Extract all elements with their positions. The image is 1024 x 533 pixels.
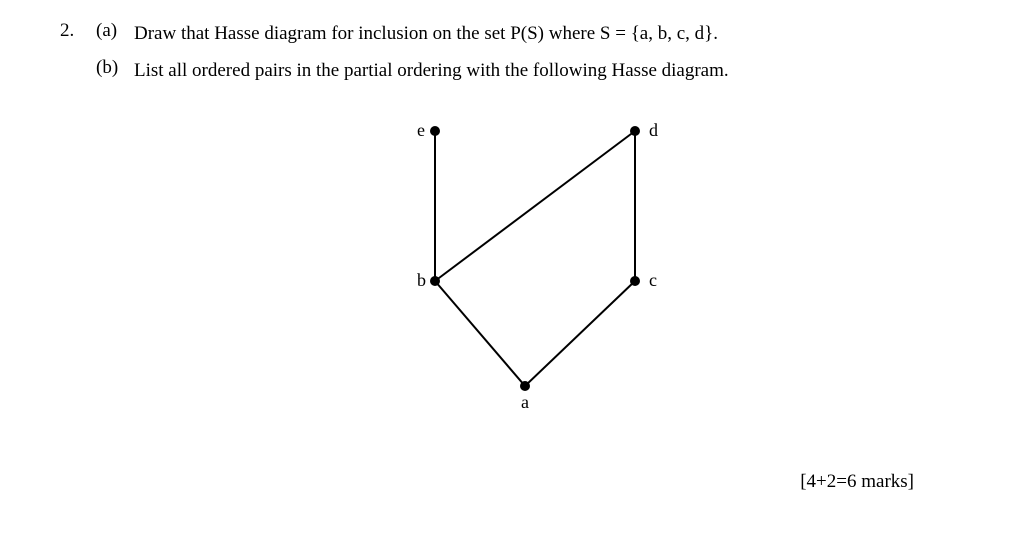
node-a	[520, 381, 530, 391]
node-label-e: e	[417, 120, 425, 140]
node-b	[430, 276, 440, 286]
part-b-label: (b)	[96, 57, 124, 79]
node-label-a: a	[521, 392, 529, 412]
node-label-c: c	[649, 270, 657, 290]
question-number: 2.	[60, 20, 80, 42]
node-e	[430, 126, 440, 136]
node-d	[630, 126, 640, 136]
edge-a-b	[435, 281, 525, 386]
marks-text: [4+2=6 marks]	[800, 471, 914, 493]
question-container: 2. (a) Draw that Hasse diagram for inclu…	[60, 20, 964, 441]
node-label-b: b	[417, 270, 426, 290]
node-c	[630, 276, 640, 286]
question-content: (a) Draw that Hasse diagram for inclusio…	[96, 20, 964, 441]
part-b: (b) List all ordered pairs in the partia…	[96, 57, 964, 86]
part-b-text: List all ordered pairs in the partial or…	[134, 57, 729, 86]
part-a-label: (a)	[96, 20, 124, 42]
part-a-text: Draw that Hasse diagram for inclusion on…	[134, 20, 718, 49]
diagram-container: e d b c a	[96, 101, 964, 441]
node-label-d: d	[649, 120, 658, 140]
part-a: (a) Draw that Hasse diagram for inclusio…	[96, 20, 964, 49]
edge-a-c	[525, 281, 635, 386]
edge-b-d	[435, 131, 635, 281]
hasse-diagram: e d b c a	[360, 101, 700, 441]
